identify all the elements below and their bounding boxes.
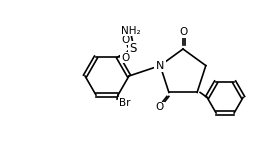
Text: Br: Br <box>119 98 131 108</box>
Text: O: O <box>179 27 187 37</box>
Text: O: O <box>121 53 129 63</box>
Text: O: O <box>121 35 129 45</box>
Text: S: S <box>129 42 137 55</box>
Text: N: N <box>156 61 164 71</box>
Text: NH₂: NH₂ <box>121 26 141 36</box>
Text: O: O <box>156 102 164 112</box>
